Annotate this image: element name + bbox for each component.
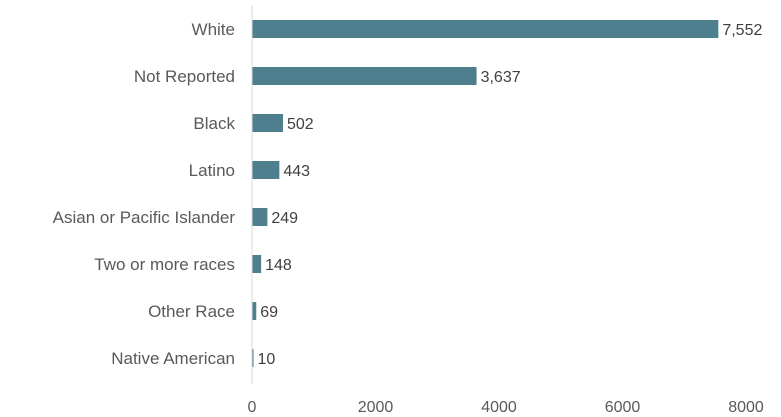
value-label: 3,637: [481, 69, 521, 86]
x-tick-label: 6000: [605, 399, 641, 416]
bar-white: [252, 20, 719, 38]
x-tick-label: 4000: [481, 399, 517, 416]
category-label: Other Race: [148, 302, 235, 321]
bar-latino: [252, 161, 280, 179]
value-label: 443: [283, 163, 310, 180]
value-label: 69: [260, 304, 278, 321]
bar-black: [252, 114, 283, 132]
value-label: 7,552: [722, 22, 762, 39]
category-labels: White Not Reported Black Latino Asian or Pac…: [53, 20, 236, 368]
bar-other-race: [252, 302, 257, 320]
category-label: Asian or Pacific Islander: [53, 208, 236, 227]
bars-group: [252, 20, 719, 367]
value-label: 249: [271, 210, 298, 227]
category-label: Native American: [111, 349, 235, 368]
x-tick-label: 0: [248, 399, 257, 416]
x-tick-label: 8000: [728, 399, 764, 416]
category-label: Not Reported: [134, 67, 235, 86]
x-axis-tick-labels: 0 2000 4000 6000 8000: [248, 399, 764, 416]
category-label: Two or more races: [94, 255, 235, 274]
value-label: 10: [258, 351, 276, 368]
bar-native-american: [252, 349, 254, 367]
category-label: White: [192, 20, 235, 39]
category-label: Black: [193, 114, 235, 133]
x-tick-label: 2000: [358, 399, 394, 416]
value-label: 502: [287, 116, 314, 133]
category-label: Latino: [189, 161, 235, 180]
bar-not-reported: [252, 67, 477, 85]
bar-two-or-more-races: [252, 255, 262, 273]
value-labels: 7,552 3,637 502 443 249 148 69 10: [258, 22, 763, 368]
bar-asian-or-pacific-islander: [252, 208, 268, 226]
value-label: 148: [265, 257, 292, 274]
